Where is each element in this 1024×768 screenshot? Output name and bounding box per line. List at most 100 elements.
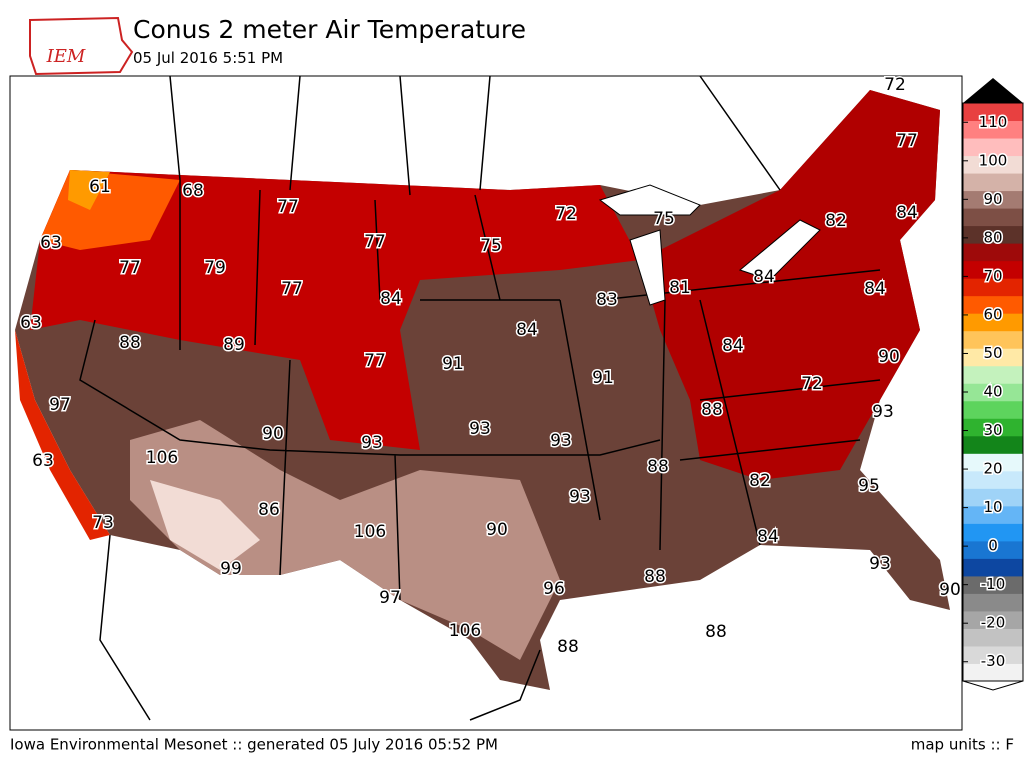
- station-temp: 88: [644, 567, 666, 587]
- colorbar-tick-label: -10: [981, 575, 1006, 593]
- station-temp: 84: [757, 527, 779, 547]
- colorbar-band: [963, 558, 1023, 577]
- colorbar-band: [963, 505, 1023, 524]
- colorbar-band: [963, 593, 1023, 612]
- logo-text: IEM: [46, 46, 86, 67]
- station-temp: 72: [555, 204, 577, 224]
- colorbar-tick-label: 100: [979, 151, 1008, 169]
- station-temp: 90: [486, 520, 508, 540]
- station-temp: 84: [864, 279, 886, 299]
- station-temp: 63: [32, 451, 54, 471]
- station-temp: 91: [592, 368, 614, 388]
- colorbar-tick-label: 40: [983, 383, 1002, 401]
- station-temp: 81: [669, 278, 691, 298]
- station-temp: 97: [379, 588, 401, 608]
- station-temp: 93: [469, 419, 491, 439]
- colorbar-band: [963, 260, 1023, 279]
- colorbar-tick-label: 50: [983, 344, 1002, 362]
- colorbar-band: [963, 103, 1023, 122]
- station-temp: 88: [701, 400, 723, 420]
- colorbar-tick-label: 70: [983, 267, 1002, 285]
- station-temp: 61: [89, 177, 111, 197]
- station-labels: 72 77 61 68 77 72 75 82 84 63 77 75 77 79 84 77 84 83 81 84…: [19, 74, 963, 659]
- station-temp: 106: [354, 522, 386, 542]
- station-temp: 84: [722, 336, 744, 356]
- colorbar-bottom-arrow: [962, 680, 1024, 691]
- colorbar-band: [963, 523, 1023, 542]
- station-temp: 90: [878, 347, 900, 367]
- station-temp: 68: [182, 181, 204, 201]
- logo-shape: [29, 16, 134, 76]
- station-temp: 90: [939, 580, 961, 600]
- station-temp: 77: [364, 351, 386, 371]
- station-temp: 75: [480, 236, 502, 256]
- colorbar-tick-label: 20: [983, 460, 1002, 478]
- station-temp: 88: [647, 457, 669, 477]
- colorbar-band: [963, 418, 1023, 437]
- station-temp: 90: [262, 424, 284, 444]
- colorbar-band: [963, 208, 1023, 227]
- colorbar-band: [963, 628, 1023, 647]
- station-temp: 77: [277, 197, 299, 217]
- station-temp: 84: [896, 203, 918, 223]
- colorbar-tick-label: 0: [988, 537, 998, 555]
- colorbar-band: [963, 173, 1023, 192]
- colorbar-band: [963, 313, 1023, 332]
- colorbar-band: [963, 663, 1023, 682]
- station-temp: 75: [653, 209, 675, 229]
- colorbar-band: [963, 243, 1023, 262]
- colorbar-top-arrow: [963, 78, 1023, 103]
- station-temp: 77: [281, 279, 303, 299]
- station-temp: 72: [884, 75, 906, 95]
- colorbar-band: [963, 645, 1023, 664]
- station-temp: 93: [872, 402, 894, 422]
- station-temp: 77: [119, 258, 141, 278]
- station-temp: 63: [40, 233, 62, 253]
- colorbar-band: [963, 365, 1023, 384]
- colorbar-tick-label: -30: [981, 652, 1006, 670]
- station-temp: 89: [223, 335, 245, 355]
- station-temp: 88: [119, 333, 141, 353]
- station-temp: 106: [449, 621, 481, 641]
- station-temp: 93: [569, 487, 591, 507]
- warm-east: [640, 90, 940, 480]
- station-temp: 91: [442, 354, 464, 374]
- colorbar-band: [963, 155, 1023, 174]
- coastal: [68, 170, 110, 210]
- station-temp: 93: [361, 433, 383, 453]
- colorbar-tick-label: -20: [981, 614, 1006, 632]
- colorbar-tick-label: 10: [983, 498, 1002, 516]
- colorbar-band: [963, 120, 1023, 139]
- colorbar-band: [963, 400, 1023, 419]
- station-temp: 97: [49, 395, 71, 415]
- station-temp: 95: [858, 476, 880, 496]
- title: Conus 2 meter Air Temperature: [133, 15, 526, 44]
- colorbar-band: [963, 453, 1023, 472]
- colorbar-band: [963, 225, 1023, 244]
- station-temp: 93: [869, 554, 891, 574]
- hottest-region: [150, 480, 260, 570]
- station-temp: 73: [92, 513, 114, 533]
- colorbar: -30 -20 -10 0 10 20 30 40 50 60 70 80 90 100 110: [962, 78, 1024, 691]
- footer-right: map units :: F: [911, 736, 1014, 754]
- colorbar-band: [963, 138, 1023, 157]
- station-temp: 77: [896, 131, 918, 151]
- warm-north: [30, 170, 640, 450]
- colorbar-band: [963, 295, 1023, 314]
- subtitle: 05 Jul 2016 5:51 PM: [133, 49, 283, 67]
- station-temp: 83: [596, 290, 618, 310]
- colorbar-band: [963, 610, 1023, 629]
- colorbar-tick-label: 80: [983, 228, 1002, 246]
- station-temp: 99: [220, 559, 242, 579]
- colorbar-band: [963, 348, 1023, 367]
- station-temp: 88: [557, 637, 579, 657]
- state-lines: [79, 180, 881, 601]
- lakes: [598, 184, 821, 306]
- colorbar-band: [963, 540, 1023, 559]
- station-temp: 84: [380, 289, 402, 309]
- colorbar-band: [963, 278, 1023, 297]
- colorbar-tick-label: 110: [979, 113, 1008, 131]
- colorbar-band: [963, 383, 1023, 402]
- colorbar-band: [963, 488, 1023, 507]
